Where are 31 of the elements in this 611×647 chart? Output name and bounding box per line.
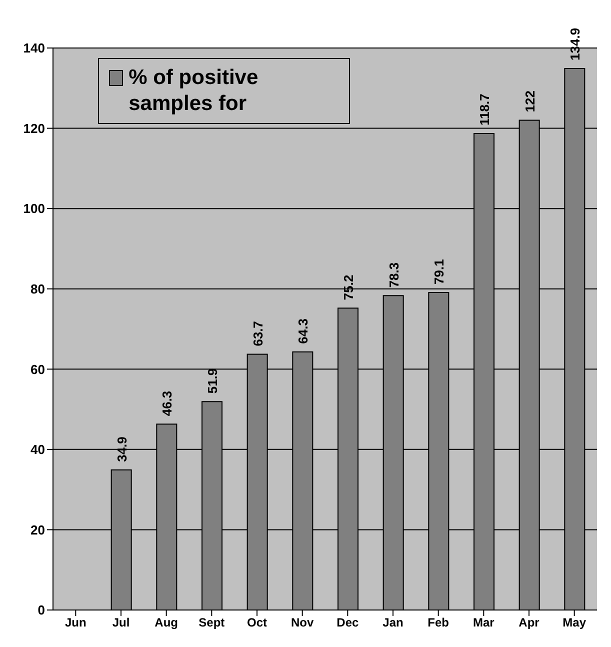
data-label: 46.3 xyxy=(160,390,175,416)
x-tick-label: Jan xyxy=(382,616,404,630)
data-label: 118.7 xyxy=(477,94,492,126)
y-tick-label: 120 xyxy=(23,120,45,136)
data-label: 79.1 xyxy=(432,259,447,284)
x-tick-label: Mar xyxy=(472,616,495,630)
x-tick-label: Nov xyxy=(290,616,314,630)
y-tick-label: 0 xyxy=(38,602,45,618)
x-tick-label: Aug xyxy=(154,616,178,630)
x-tick-label: Jun xyxy=(64,616,86,630)
x-tick-label: Feb xyxy=(428,616,450,630)
legend-label: % of positive samples for xyxy=(128,65,260,117)
x-tick-label: May xyxy=(562,616,586,630)
y-tick-label: 100 xyxy=(23,201,45,216)
x-tick-label: Dec xyxy=(336,616,359,630)
y-tick-label: 140 xyxy=(23,40,45,56)
data-label: 64.3 xyxy=(296,318,311,344)
data-label: 122 xyxy=(522,90,538,112)
y-tick-label: 20 xyxy=(30,522,45,538)
y-tick-label: 80 xyxy=(30,281,45,296)
x-tick-label: Apr xyxy=(518,616,540,630)
data-label: 78.3 xyxy=(386,262,402,288)
y-tick-label: 60 xyxy=(30,362,45,377)
x-tick-label: Jul xyxy=(112,616,130,630)
x-tick-label: Sept xyxy=(198,616,225,630)
data-label: 34.9 xyxy=(114,436,130,462)
data-label: 51.9 xyxy=(205,368,220,394)
data-label: 75.2 xyxy=(341,274,356,300)
x-tick-label: Oct xyxy=(246,616,268,630)
y-tick-label: 40 xyxy=(30,442,45,458)
data-label: 63.7 xyxy=(250,320,266,346)
